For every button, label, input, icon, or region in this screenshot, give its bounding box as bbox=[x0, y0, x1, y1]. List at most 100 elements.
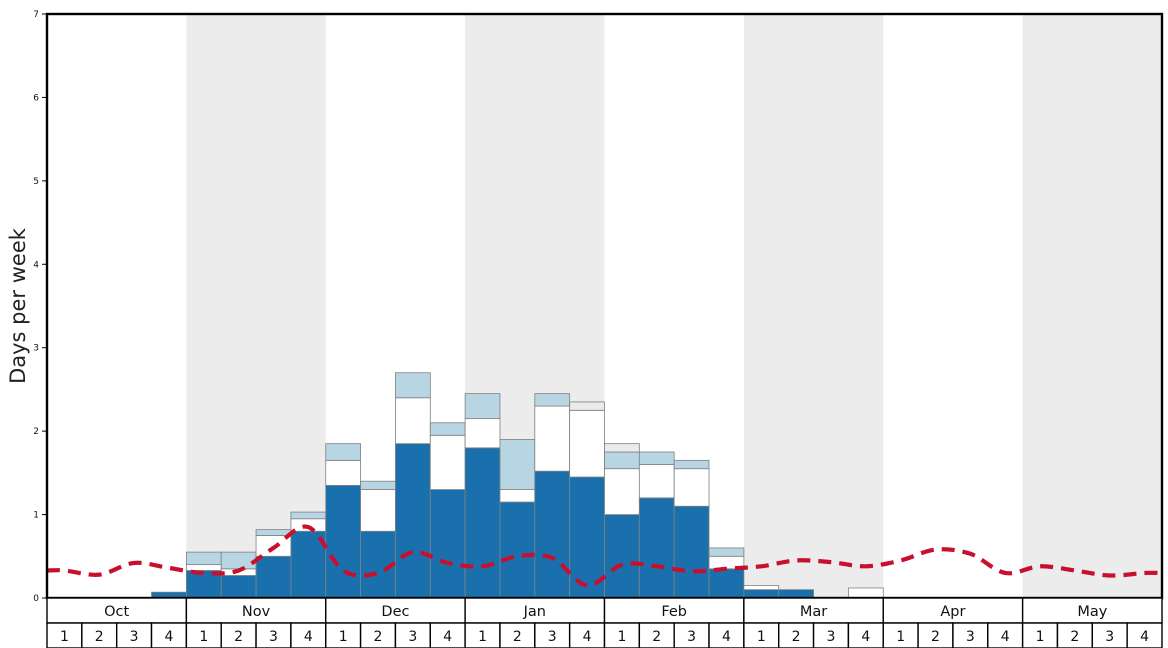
week-cell bbox=[917, 622, 954, 648]
week-cell bbox=[81, 622, 118, 648]
week-cell bbox=[1126, 622, 1163, 648]
week-cell bbox=[150, 622, 188, 648]
y-tick-label: 5 bbox=[33, 177, 39, 187]
week-cell bbox=[987, 622, 1024, 648]
bar-segment-dark-blue-days bbox=[464, 447, 501, 599]
week-number: 3 bbox=[269, 629, 278, 645]
week-cell bbox=[1091, 622, 1128, 648]
y-axis-title: Days per week bbox=[6, 228, 30, 384]
bar-segment-white-days bbox=[673, 468, 710, 507]
bar-segment-dark-blue-days bbox=[708, 568, 745, 599]
week-number: 3 bbox=[548, 629, 557, 645]
week-number: 4 bbox=[304, 629, 313, 645]
bar-segment-light-blue-days bbox=[185, 551, 222, 566]
month-shading-band bbox=[1022, 14, 1163, 598]
month-shading-band bbox=[186, 14, 326, 598]
bar-segment-dark-blue-days bbox=[673, 505, 710, 599]
week-number: 2 bbox=[1070, 629, 1079, 645]
bar-segment-white-days bbox=[569, 409, 605, 478]
bar-segment-dark-blue-days bbox=[638, 497, 675, 599]
week-number: 4 bbox=[583, 629, 592, 645]
bar-segment-light-blue-days bbox=[604, 451, 640, 470]
week-number: 3 bbox=[687, 629, 696, 645]
week-number: 2 bbox=[652, 629, 661, 645]
week-cell bbox=[603, 622, 641, 648]
bar-segment-white-days bbox=[499, 489, 536, 503]
bar-segment-white-days bbox=[185, 564, 222, 571]
month-label: Mar bbox=[800, 604, 827, 620]
bar-segment-dark-blue-days bbox=[778, 589, 814, 599]
bar-segment-light-blue-days bbox=[464, 393, 501, 420]
week-number: 4 bbox=[861, 629, 870, 645]
week-number: 3 bbox=[966, 629, 975, 645]
week-cell bbox=[568, 622, 606, 648]
bar-segment-light-blue-days bbox=[534, 393, 571, 407]
bar-segment-dark-blue-days bbox=[395, 443, 431, 599]
bar-segment-light-blue-days bbox=[638, 451, 675, 465]
week-number: 4 bbox=[443, 629, 452, 645]
week-number: 4 bbox=[1140, 629, 1149, 645]
bar-segment-light-blue-days bbox=[395, 372, 431, 399]
y-tick-label: 7 bbox=[33, 10, 39, 20]
month-label: Jan bbox=[523, 604, 546, 620]
week-number: 2 bbox=[513, 629, 522, 645]
week-number: 2 bbox=[931, 629, 940, 645]
week-number: 1 bbox=[757, 629, 766, 645]
bar-segment-dark-blue-days bbox=[429, 489, 466, 599]
bar-segment-dark-blue-days bbox=[534, 470, 571, 599]
week-cell bbox=[394, 622, 431, 648]
bar-segment-dark-blue-days bbox=[220, 575, 257, 599]
week-cell bbox=[325, 622, 362, 648]
bar-segment-light-blue-days bbox=[325, 443, 361, 461]
week-number: 3 bbox=[408, 629, 417, 645]
week-number: 1 bbox=[617, 629, 626, 645]
week-number: 2 bbox=[374, 629, 383, 645]
bar-segment-light-blue-days bbox=[429, 422, 466, 436]
bar-segment-light-blue-days bbox=[255, 529, 292, 536]
week-number: 1 bbox=[1036, 629, 1045, 645]
week-number: 3 bbox=[1105, 629, 1114, 645]
month-cell bbox=[185, 597, 327, 624]
bar-segment-white-days bbox=[325, 459, 361, 486]
month-label: Dec bbox=[381, 604, 409, 620]
week-number: 1 bbox=[60, 629, 69, 645]
week-number: 3 bbox=[827, 629, 836, 645]
bar-segment-dark-blue-days bbox=[499, 501, 536, 599]
month-label: Apr bbox=[940, 604, 965, 620]
bar-segment-light-blue-days bbox=[220, 551, 257, 570]
month-label: May bbox=[1077, 604, 1107, 620]
week-cell bbox=[708, 622, 745, 648]
bar-segment-light-blue-days bbox=[290, 511, 327, 520]
y-tick-label: 3 bbox=[33, 344, 39, 354]
bar-segment-light-blue-days bbox=[708, 547, 745, 557]
bar-segment-dark-blue-days bbox=[743, 589, 780, 599]
week-number: 4 bbox=[164, 629, 173, 645]
month-label: Feb bbox=[661, 604, 687, 620]
week-number: 3 bbox=[130, 629, 139, 645]
week-number: 2 bbox=[95, 629, 104, 645]
bar-segment-light-blue-days bbox=[499, 439, 536, 490]
bar-segment-dark-blue-days bbox=[255, 555, 292, 599]
month-label: Nov bbox=[242, 604, 271, 620]
bar-segment-white-days bbox=[429, 434, 466, 490]
bar-segment-light-blue-days bbox=[360, 480, 396, 490]
y-tick-label: 4 bbox=[33, 260, 39, 270]
week-cell bbox=[115, 622, 153, 648]
month-label: Oct bbox=[104, 604, 129, 620]
week-number: 1 bbox=[478, 629, 487, 645]
bar-segment-light-blue-days bbox=[673, 459, 710, 470]
week-number: 2 bbox=[792, 629, 801, 645]
week-cell bbox=[220, 622, 257, 648]
week-cell bbox=[812, 622, 850, 648]
week-number: 2 bbox=[234, 629, 243, 645]
bar-segment-white-days bbox=[395, 397, 431, 445]
bar-segment-white-days bbox=[604, 468, 640, 515]
average-line bbox=[46, 524, 1163, 588]
bar-segment-dark-blue-days bbox=[604, 514, 640, 599]
week-number: 4 bbox=[722, 629, 731, 645]
week-number: 1 bbox=[339, 629, 348, 645]
week-cell bbox=[46, 622, 83, 648]
y-tick-label: 0 bbox=[33, 594, 39, 604]
bar-segment-dark-blue-days bbox=[325, 484, 361, 599]
